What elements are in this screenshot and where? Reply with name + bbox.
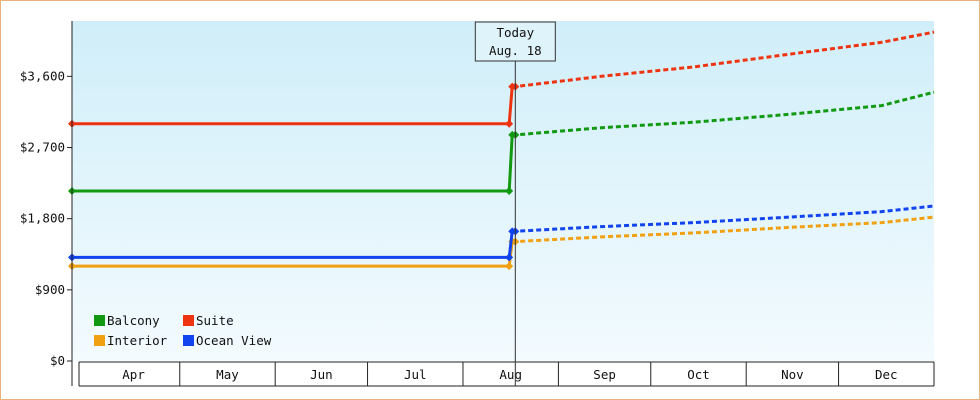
y-tick-label: $2,700: [20, 140, 65, 155]
legend: Balcony Suite Interior Ocean View: [94, 313, 272, 348]
x-tick-label: Aug: [499, 367, 522, 382]
x-tick-label: May: [216, 367, 239, 382]
x-tick-label: Apr: [122, 367, 145, 382]
point-marker: [505, 262, 514, 271]
today-date-label: Aug. 18: [489, 43, 542, 58]
y-tick-label: $0: [50, 353, 65, 368]
legend-label: Balcony: [107, 313, 160, 328]
x-tick-label: Sep: [593, 367, 616, 382]
legend-item-balcony: Balcony: [94, 313, 160, 328]
y-tick-label: $1,800: [20, 211, 65, 226]
legend-item-suite: Suite: [183, 313, 234, 328]
y-tick-label: $900: [35, 282, 65, 297]
today-label: Today: [496, 25, 534, 40]
legend-label: Suite: [196, 313, 234, 328]
x-tick-label: Jul: [404, 367, 427, 382]
legend-label: Interior: [107, 333, 168, 348]
x-tick-label: Dec: [875, 367, 898, 382]
y-tick-label: $3,600: [20, 68, 65, 83]
point-marker: [505, 119, 514, 128]
point-marker: [505, 187, 514, 195]
legend-swatch: [94, 315, 105, 326]
legend-swatch: [94, 335, 105, 346]
legend-swatch: [183, 335, 194, 346]
x-tick-label: Jun: [310, 367, 333, 382]
x-tick-label: Oct: [687, 367, 710, 382]
legend-swatch: [183, 315, 194, 326]
legend-label: Ocean View: [196, 333, 272, 348]
axes: $0 $900 $1,800 $2,700 $3,600 Apr May Jun Jul Aug S…: [20, 21, 935, 387]
today-label-box: [474, 21, 556, 62]
x-tick-label: Nov: [781, 367, 804, 382]
today-marker: Today Aug. 18: [474, 21, 556, 386]
legend-item-ocean-view: Ocean View: [183, 333, 272, 348]
point-marker: [505, 253, 514, 262]
legend-item-interior: Interior: [94, 333, 168, 348]
